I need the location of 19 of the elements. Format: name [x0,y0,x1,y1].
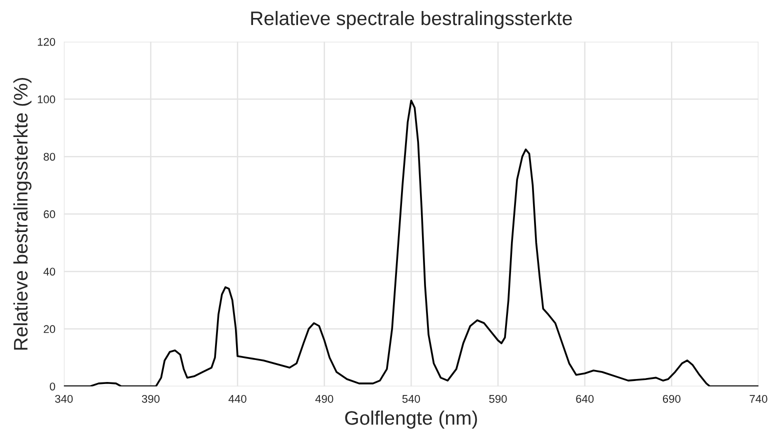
y-axis-title: Relatieve bestralingssterkte (%) [13,78,32,350]
x-tick-label: 740 [750,394,768,403]
x-tick-label: 590 [489,394,507,403]
x-tick-label: 490 [315,394,334,403]
x-tick-label: 340 [55,394,73,403]
chart-title: Relatieve spectrale bestralingssterkte [251,10,572,30]
x-tick-label: 390 [142,394,160,403]
y-tick-label: 120 [38,38,56,46]
x-tick-label: 540 [402,394,420,403]
y-tick-label: 20 [44,325,56,334]
y-tick-label: 0 [50,382,56,390]
x-tick-label: 440 [228,394,246,403]
y-tick-label: 100 [38,95,56,104]
y-tick-label: 60 [44,210,56,218]
x-tick-label: 640 [576,394,594,403]
x-tick-label: 690 [662,394,680,403]
y-tick-label: 40 [43,268,56,276]
y-tick-label: 80 [44,152,56,161]
x-axis-title: Golflengte (nm) [345,410,477,429]
